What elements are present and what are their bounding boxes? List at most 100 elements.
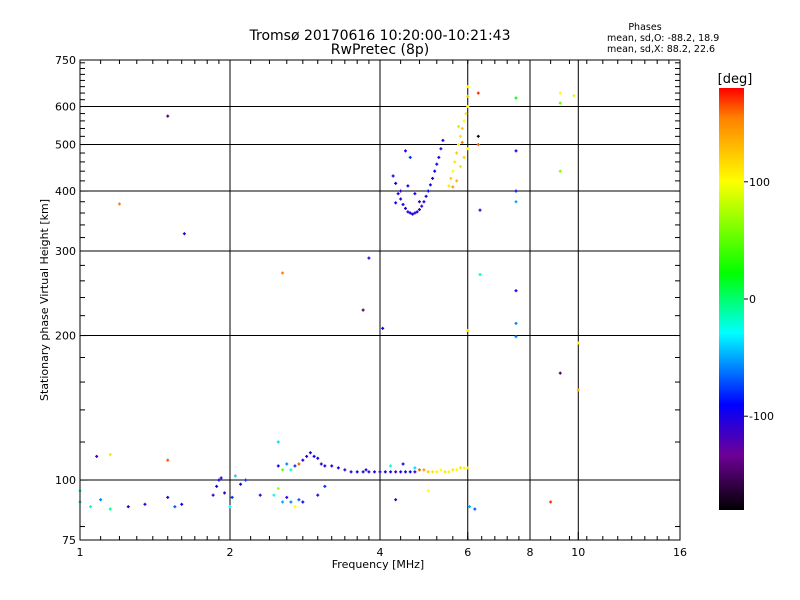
data-point [312, 454, 316, 458]
data-point [462, 155, 466, 159]
x-tick-label: 6 [464, 546, 471, 559]
data-point [466, 466, 470, 470]
data-point [99, 498, 103, 502]
data-point [455, 179, 459, 183]
data-point [378, 470, 382, 474]
chart-title: Tromsø 20170616 10:20:00-10:21:43 [249, 28, 511, 44]
data-point [514, 189, 518, 193]
data-point [258, 493, 262, 497]
data-point [514, 200, 518, 204]
data-point [458, 466, 462, 470]
data-point [558, 101, 562, 105]
data-point [367, 256, 371, 260]
data-point [558, 371, 562, 375]
data-point [558, 91, 562, 95]
data-point [514, 289, 518, 293]
data-point [389, 470, 393, 474]
data-point [373, 470, 377, 474]
data-point [323, 464, 327, 468]
x-tick-label: 8 [527, 546, 534, 559]
data-point [293, 464, 297, 468]
data-point [514, 149, 518, 153]
data-point [173, 505, 177, 509]
data-point [576, 388, 580, 392]
data-point [431, 176, 435, 180]
data-point [441, 138, 445, 142]
data-point [455, 468, 459, 472]
data-point [166, 495, 170, 499]
data-point [458, 164, 462, 168]
data-point [572, 94, 576, 98]
stats-line-x: mean, sd,X: 88.2, 22.6 [607, 44, 715, 55]
data-point [281, 500, 285, 504]
data-point [281, 468, 285, 472]
y-tick-label: 75 [62, 534, 76, 547]
data-point [415, 210, 419, 214]
data-point [476, 143, 480, 147]
data-point [108, 453, 112, 457]
data-point [330, 464, 334, 468]
data-point [447, 184, 451, 188]
data-point [413, 466, 417, 470]
data-point [514, 335, 518, 339]
x-axis-label: Frequency [MHz] [332, 558, 424, 571]
data-point [319, 462, 323, 466]
data-point [364, 468, 368, 472]
axis-ticks: 1 2 4 6 8 10 16 75 100 200 300 400 500 600 750 [55, 54, 687, 559]
data-point [399, 470, 403, 474]
data-point [460, 140, 464, 144]
data-point [211, 493, 215, 497]
data-point [166, 458, 170, 462]
stats-title: Phases [628, 22, 661, 33]
data-point [215, 484, 219, 488]
data-point [297, 462, 301, 466]
data-point [403, 149, 407, 153]
data-point [422, 468, 426, 472]
data-point [305, 454, 309, 458]
data-point [381, 326, 385, 330]
data-point [289, 500, 293, 504]
data-point [285, 495, 289, 499]
data-point [437, 155, 441, 159]
data-point [433, 169, 437, 173]
data-point [367, 470, 371, 474]
data-point [457, 125, 461, 129]
data-point [285, 462, 289, 466]
data-point [394, 181, 398, 185]
data-point [476, 91, 480, 95]
data-point [426, 489, 430, 493]
data-point [478, 273, 482, 277]
data-point [408, 470, 412, 474]
data-point [361, 308, 365, 312]
data-point [417, 468, 421, 472]
data-point [308, 451, 312, 455]
y-tick-label: 750 [55, 54, 76, 67]
data-point [244, 478, 248, 482]
data-point [451, 185, 455, 189]
data-point [276, 464, 280, 468]
data-point [468, 505, 472, 509]
data-point [426, 189, 430, 193]
data-point [316, 493, 320, 497]
data-point [420, 204, 424, 208]
grid-lines [80, 60, 680, 540]
data-point [217, 478, 221, 482]
data-point [316, 456, 320, 460]
data-point [514, 96, 518, 100]
y-tick-label: 300 [55, 245, 76, 258]
data-point [451, 169, 455, 173]
data-point [394, 498, 398, 502]
data-point [435, 470, 439, 474]
data-point [399, 189, 403, 193]
data-point [301, 458, 305, 462]
data-point [466, 85, 470, 89]
data-point [289, 468, 293, 472]
data-point [276, 440, 280, 444]
data-point [233, 474, 237, 478]
data-point [406, 210, 410, 214]
chart-subtitle: RwPretec (8p) [331, 42, 429, 58]
data-point [439, 468, 443, 472]
data-point [411, 212, 415, 216]
data-point [361, 470, 365, 474]
